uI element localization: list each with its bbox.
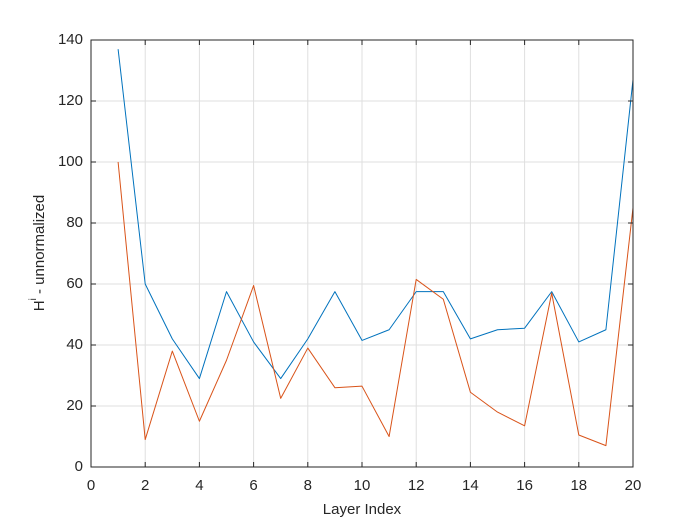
- y-axis-label: Hi - unnormalized: [28, 195, 48, 311]
- x-tick-label: 12: [408, 477, 425, 494]
- ticks: 0 2 4 6 8 10 12 14 16 18 20 0 20 40 60 80 100 120 140: [58, 31, 641, 494]
- x-tick-label: 10: [354, 477, 371, 494]
- x-tick-label: 20: [625, 477, 642, 494]
- data-line: [117, 49, 634, 380]
- lines: [117, 49, 634, 447]
- y-label-sup: i: [28, 298, 39, 300]
- y-tick-label: 40: [66, 336, 83, 353]
- x-tick-label: 2: [141, 477, 149, 494]
- x-tick-label: 16: [516, 477, 533, 494]
- x-tick-label: 14: [462, 477, 479, 494]
- y-label-rest: - unnormalized: [31, 195, 48, 298]
- y-tick-label: 20: [66, 397, 83, 414]
- y-tick-label: 100: [58, 153, 83, 170]
- y-tick-label: 80: [66, 214, 83, 231]
- x-tick-label: 18: [570, 477, 587, 494]
- y-label-base: H: [31, 300, 48, 311]
- y-tick-label: 0: [75, 458, 83, 475]
- y-tick-label: 140: [58, 31, 83, 48]
- y-tick-label: 60: [66, 275, 83, 292]
- x-tick-label: 0: [87, 477, 95, 494]
- data-line: [117, 161, 634, 447]
- x-tick-label: 4: [195, 477, 203, 494]
- x-axis-label: Layer Index: [323, 501, 402, 518]
- x-tick-label: 8: [304, 477, 312, 494]
- x-tick-label: 6: [249, 477, 257, 494]
- y-tick-label: 120: [58, 92, 83, 109]
